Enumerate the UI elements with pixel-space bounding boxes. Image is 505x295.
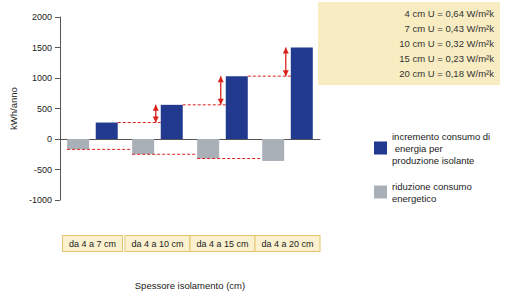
svg-text:energia per: energia per — [392, 143, 445, 154]
svg-text:-500: -500 — [34, 165, 52, 175]
svg-text:-1000: -1000 — [29, 195, 52, 205]
svg-text:20 cm U = 0,18 W/m²k: 20 cm U = 0,18 W/m²k — [399, 68, 494, 79]
svg-text:500: 500 — [37, 104, 52, 114]
svg-text:1000: 1000 — [32, 73, 52, 83]
svg-text:produzione isolante: produzione isolante — [392, 155, 474, 166]
svg-text:7 cm U = 0,43 W/m²k: 7 cm U = 0,43 W/m²k — [405, 23, 495, 34]
svg-text:riduzione consumo: riduzione consumo — [392, 181, 474, 192]
svg-text:1500: 1500 — [32, 43, 52, 53]
svg-text:Spessore isolamento (cm): Spessore isolamento (cm) — [135, 280, 245, 291]
svg-text:energetico: energetico — [392, 193, 436, 204]
svg-text:0: 0 — [47, 134, 52, 144]
svg-text:kWh/anno: kWh/anno — [8, 87, 19, 130]
svg-text:da 4 a 10 cm: da 4 a 10 cm — [131, 239, 183, 249]
svg-text:da 4 a 15 cm: da 4 a 15 cm — [196, 239, 248, 249]
svg-text:15 cm U = 0,23 W/m²k: 15 cm U = 0,23 W/m²k — [399, 53, 494, 64]
svg-text:10 cm U = 0,32 W/m²k: 10 cm U = 0,32 W/m²k — [399, 38, 494, 49]
svg-text:4 cm U = 0,64 W/m²k: 4 cm U = 0,64 W/m²k — [405, 8, 495, 19]
svg-text:incremento consumo di: incremento consumo di — [392, 131, 490, 142]
svg-text:2000: 2000 — [32, 12, 52, 22]
svg-text:da 4 a 20 cm: da 4 a 20 cm — [261, 239, 313, 249]
svg-text:da 4 a 7 cm: da 4 a 7 cm — [69, 239, 116, 249]
